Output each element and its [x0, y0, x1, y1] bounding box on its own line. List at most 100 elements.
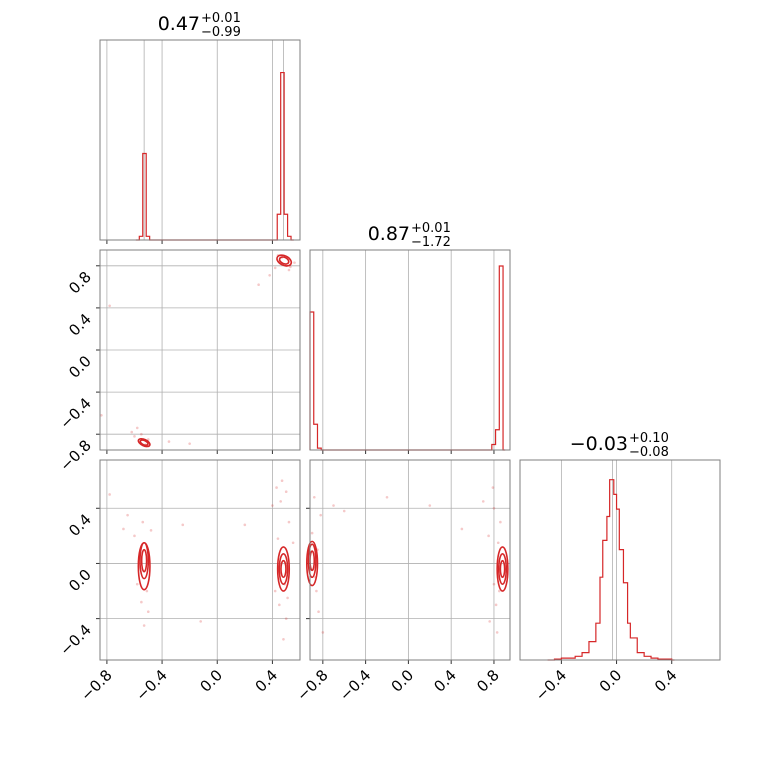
title-p1: 0.47 +0.01 −0.99 [158, 11, 241, 40]
scatter-p1-p2-point-16 [133, 435, 136, 438]
xtick-label-p1-1: −0.4 [132, 666, 170, 704]
scatter-p2-p3-point-18 [492, 582, 496, 586]
scatter-p1-p2-contours [137, 254, 293, 448]
scatter-p1-p3-point-26 [141, 520, 145, 524]
xtick-labels-p2: −0.8 −0.4 0.0 0.4 0.8 [293, 666, 503, 704]
scatter-p2-p3-hgrid [310, 507, 510, 620]
scatter-p1-p2-point-2 [130, 430, 134, 434]
scatter-p1-p3-point-9 [181, 523, 185, 527]
scatter-p1-p3-hgrid [100, 507, 300, 620]
scatter-p1-p3-vgrid [106, 460, 273, 660]
scatter-p1-p3-point-7 [135, 582, 139, 586]
scatter-p1-p2-point-9 [289, 265, 292, 269]
panel-scatter-p1-p2 [96, 249, 301, 454]
xtick-labels-p1: −0.8 −0.4 0.0 0.4 [77, 666, 281, 704]
hist-p1-frame [99, 39, 301, 241]
ytick-label-p3-1: 0.0 [65, 566, 95, 596]
xtick-label-p2-1: −0.4 [336, 666, 374, 704]
scatter-p1-p2-contour-0 [278, 256, 290, 265]
scatter-p1-p2-point-7 [268, 273, 271, 277]
scatter-p1-p3-contour-5 [276, 546, 291, 592]
scatter-p1-p2-point-4 [167, 440, 171, 443]
scatter-p1-p3-point-12 [271, 504, 274, 507]
xtick-labels-p3: −0.4 0.0 0.4 [532, 666, 681, 704]
scatter-p1-p2-point-14 [140, 432, 143, 436]
scatter-p1-p3-point-4 [140, 600, 143, 604]
scatter-p1-p3-point-0 [108, 493, 111, 496]
scatter-p1-p3-point-17 [282, 638, 285, 641]
scatter-p1-p3-point-10 [199, 620, 202, 623]
scatter-p2-p3-vgrid [322, 460, 495, 660]
scatter-p1-p3-point-21 [284, 490, 288, 494]
xtick-label-p3-1: 0.0 [596, 666, 626, 696]
xtick-label-p1-3: 0.4 [252, 666, 282, 696]
scatter-p1-p3-frame [99, 459, 301, 661]
hist-p3-frame [519, 459, 721, 661]
title-p3-median: −0.03 [570, 433, 628, 455]
scatter-p1-p2-point-0 [108, 304, 111, 308]
hist-p1-vgrid [106, 40, 273, 240]
scatter-p1-p3-contour-4 [278, 552, 289, 585]
scatter-p1-p3-points [108, 479, 295, 641]
scatter-p1-p3-contour-3 [280, 559, 287, 579]
scatter-p2-p3-point-0 [312, 495, 316, 499]
hist-p3-vgrid [560, 460, 673, 660]
scatter-p1-p3-point-23 [276, 537, 280, 540]
scatter-p2-p3-point-6 [332, 504, 335, 507]
scatter-p2-p3-contours [305, 540, 509, 592]
scatter-p1-p3-point-25 [145, 589, 149, 593]
title-p1-plus: +0.01 [201, 11, 241, 26]
scatter-p2-p3-point-5 [310, 531, 314, 535]
scatter-p2-p3-contour-3 [499, 559, 506, 579]
scatter-p2-p3-contour-1 [307, 543, 317, 579]
ytick-label-p2-4: −0.8 [56, 436, 94, 474]
scatter-p1-p2-point-3 [135, 426, 139, 430]
hist-p1-step [135, 71, 294, 241]
title-p1-median: 0.47 [158, 13, 200, 35]
scatter-p1-p2-hgrid [100, 265, 300, 435]
scatter-p1-p2-frame [99, 249, 301, 451]
scatter-p2-p3-point-11 [481, 500, 485, 503]
scatter-p2-p3-point-12 [487, 534, 490, 538]
scatter-p1-p3-point-20 [279, 500, 282, 503]
scatter-p2-p3-point-17 [499, 520, 502, 524]
scatter-p1-p3-point-8 [149, 529, 153, 532]
scatter-p1-p2-point-5 [188, 442, 191, 445]
ytick-label-p2-0: 0.8 [65, 268, 95, 298]
scatter-p1-p3-point-3 [133, 534, 136, 538]
ytick-label-p2-3: −0.4 [56, 394, 94, 432]
scatter-p1-p3-point-14 [278, 603, 281, 607]
ytick-label-p2-2: 0.0 [65, 352, 95, 382]
title-p2-plus: +0.01 [411, 221, 451, 236]
scatter-p2-p3-points [310, 486, 502, 634]
scatter-p2-p3-point-9 [428, 504, 432, 507]
title-p3: −0.03 +0.10 −0.08 [570, 431, 669, 460]
scatter-p1-p2-contour-1 [276, 254, 293, 267]
title-p2: 0.87 +0.01 −1.72 [368, 221, 451, 250]
scatter-p2-p3-contour-4 [497, 552, 508, 585]
panel-scatter-p2-p3 [305, 459, 511, 664]
scatter-p2-p3-point-10 [460, 527, 464, 531]
scatter-p1-p3-contour-2 [137, 541, 151, 591]
xtick-label-p3-0: −0.4 [532, 666, 570, 704]
title-p3-minus: −0.08 [629, 445, 669, 460]
scatter-p2-p3-point-13 [492, 506, 496, 510]
ytick-label-p3-0: 0.4 [65, 510, 95, 540]
scatter-p2-p3-point-7 [342, 509, 346, 513]
title-p1-minus: −0.99 [201, 25, 241, 40]
scatter-p2-p3-point-3 [317, 610, 320, 614]
panel-hist-p1 [99, 39, 301, 244]
scatter-p1-p2-contour-3 [137, 437, 151, 448]
scatter-p1-p3-point-11 [243, 523, 247, 527]
ytick-labels-p2: 0.8 0.4 0.0 −0.4 −0.8 [56, 268, 94, 475]
scatter-p1-p3-point-27 [280, 479, 284, 482]
scatter-p2-p3-point-20 [491, 486, 495, 489]
scatter-p1-p2-point-6 [257, 283, 260, 287]
scatter-p1-p3-contour-0 [140, 548, 148, 573]
scatter-p2-p3-contour-5 [496, 546, 509, 592]
scatter-p2-p3-contour-0 [309, 550, 316, 572]
ytick-label-p3-2: −0.4 [56, 621, 94, 659]
hist-p2-vgrid [322, 250, 495, 450]
scatter-p2-p3-point-4 [321, 631, 325, 634]
